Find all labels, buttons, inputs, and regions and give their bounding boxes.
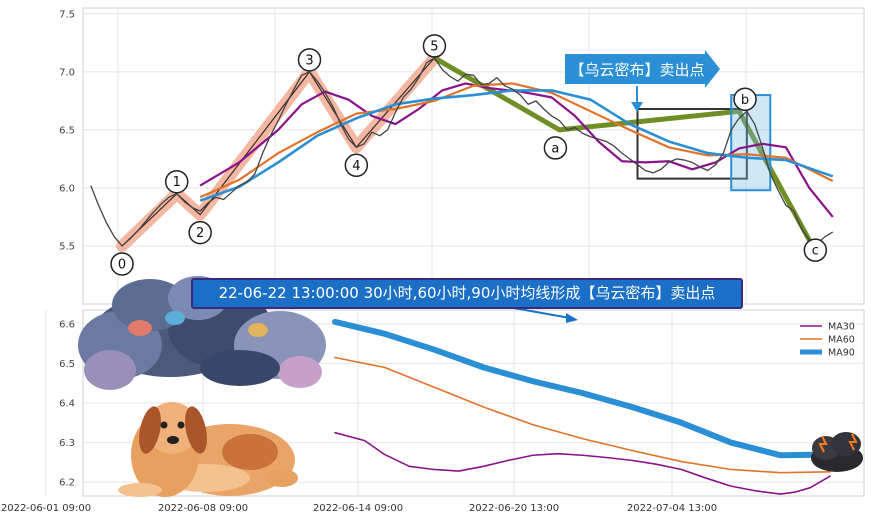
top-y-tick-label: 7.0 — [59, 67, 75, 78]
bottom-y-tick-label: 6.5 — [59, 359, 75, 370]
price-series-line — [90, 57, 834, 247]
wave-point-marker — [297, 48, 322, 72]
top-y-tick-label: 6.5 — [59, 125, 75, 136]
top-y-tick-label: 5.5 — [59, 241, 75, 252]
signal-banner: 22-06-22 13:00:00 30小时,60小时,90小时均线形成【乌云密… — [191, 278, 743, 309]
wave-point-label: 5 — [430, 39, 438, 54]
x-tick-label: 2022-06-14 09:00 — [313, 503, 403, 514]
top-panel: 5.5 6.0 6.5 7.0 7.5 0 1 2 3 4 5 a b c 【乌云密布】卖出点 — [59, 7, 865, 305]
price-line — [90, 57, 834, 247]
wave-point-labels: 0 1 2 3 4 5 a b c — [110, 34, 828, 276]
x-tick-label: 2022-07-04 13:00 — [627, 503, 717, 514]
wave-point-marker — [803, 238, 828, 262]
wave-point-label: c — [812, 244, 819, 259]
abc-green-lines — [433, 55, 812, 242]
x-tick-label: 2022-06-20 13:00 — [469, 503, 559, 514]
wave-point-label: 0 — [118, 257, 126, 272]
legend-label: MA60 — [828, 335, 855, 346]
wave-point-marker — [344, 153, 369, 178]
consolidation-box — [636, 107, 748, 180]
small-storm-cloud-icon — [811, 432, 863, 472]
top-y-ticks: 5.5 6.0 6.5 7.0 7.5 — [59, 9, 75, 252]
highlight-boxes — [636, 94, 772, 192]
wave-point-label: 2 — [196, 226, 204, 241]
wave-point-label: 3 — [305, 53, 313, 68]
x-axis-ticks: 2022-06-01 09:00 2022-06-08 09:00 2022-06-… — [1, 503, 717, 514]
top-y-tick-label: 6.0 — [59, 183, 75, 194]
signal-box — [730, 94, 772, 192]
bottom-ma90-line — [332, 318, 833, 459]
bottom-y-tick-label: 6.2 — [59, 478, 75, 489]
wave-point-marker — [164, 169, 189, 194]
bottom-y-tick-label: 6.6 — [59, 319, 75, 330]
wave-line — [121, 57, 435, 247]
callout-pointer-head — [631, 102, 643, 112]
abc-line — [433, 55, 812, 242]
bottom-ma60-line — [334, 356, 831, 474]
wave-point-label: a — [551, 141, 559, 156]
wave-point-label: 1 — [173, 175, 181, 190]
wave-point-marker — [543, 136, 568, 160]
callout-label: 【乌云密布】卖出点 — [569, 61, 704, 79]
top-moving-averages — [199, 82, 834, 218]
wave-point-marker — [422, 34, 447, 58]
top-ma30-line — [199, 82, 834, 218]
wave-point-marker — [188, 220, 212, 245]
bottom-y-tick-label: 6.4 — [59, 399, 75, 410]
wave-highlight — [116, 51, 441, 252]
bottom-y-tick-label: 6.3 — [59, 438, 75, 449]
top-y-tick-label: 7.5 — [59, 9, 75, 20]
callout-arrow-shape — [565, 50, 720, 88]
bottom-ma30-line — [334, 431, 831, 495]
sell-signal-callout: 【乌云密布】卖出点 — [565, 50, 720, 112]
bottom-series — [332, 318, 833, 495]
top-ma90-line — [199, 89, 834, 202]
wave-point-label: b — [741, 93, 749, 108]
dog-illustration — [118, 402, 298, 497]
legend-label: MA30 — [828, 322, 855, 333]
legend: MA30 MA60 MA90 — [800, 322, 855, 359]
wave-point-marker — [733, 87, 757, 112]
wave-point-marker — [110, 252, 134, 276]
bottom-y-ticks: 6.2 6.3 6.4 6.5 6.6 — [59, 319, 75, 488]
x-tick-label: 2022-06-01 09:00 — [1, 503, 91, 514]
wave-point-label: 4 — [352, 159, 360, 174]
x-tick-label: 2022-06-08 09:00 — [158, 503, 248, 514]
legend-label: MA90 — [828, 348, 855, 359]
